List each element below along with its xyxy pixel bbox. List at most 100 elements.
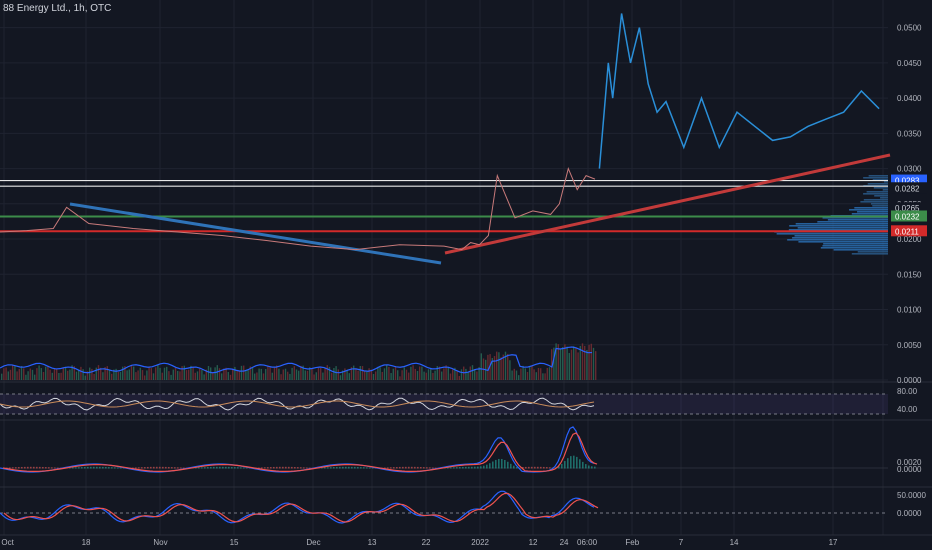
volume-bar [496,351,498,380]
macd-hist-bar [348,466,350,469]
volume-bar [577,352,579,380]
volume-bar [331,372,333,380]
volume-bar [196,371,199,380]
macd-hist-bar [234,467,236,469]
macd-hist-bar [591,466,593,469]
volume-bar [106,366,108,380]
macd-hist-bar [228,466,230,469]
macd-hist-bar [93,466,95,469]
macd-hist-bar [510,463,512,469]
macd-hist-bar [309,467,311,469]
x-tick-label: 22 [422,538,431,547]
volume-bar [161,372,163,380]
volume-bar [313,374,315,380]
profile-bar [884,181,888,183]
volume-bar [328,366,331,380]
macd-hist-bar [558,466,560,469]
volume-bar [557,344,559,380]
price-label-bg [891,174,927,186]
volume-bar [471,365,474,380]
volume-bar [51,372,53,380]
macd-hist-bar [267,467,269,469]
time-axis: Oct 18 Nov 15 Dec 13 22 2022 12 24 06:00 Feb 7 14 17 [1,538,838,547]
volume-bar [9,369,12,380]
macd-hist-bar [57,467,59,469]
pane-tick-label: 40.00 [897,405,918,414]
volume-bar [245,370,247,380]
macd-hist-bar [549,467,551,469]
volume-bar [366,371,368,380]
volume-bar [282,369,284,380]
volume-bar [214,367,216,380]
volume-bar [465,368,467,380]
macd-hist-bar [330,467,332,469]
volume-bar [315,372,317,380]
macd-hist-bar [33,466,35,469]
volume-bar [553,347,555,380]
volume-bar [139,367,141,380]
volume-bar [504,351,507,380]
volume-bar [27,371,29,380]
profile-bar [788,229,888,231]
price-label-bg [891,202,927,214]
volume-bar [256,372,258,380]
macd-hist-bar [177,467,179,469]
macd-hist-bar [501,458,503,469]
volume-bar [399,376,401,380]
macd-hist-bar [216,466,218,469]
macd-hist-bar [573,455,575,469]
osc2-signal [3,492,599,523]
macd-hist-bar [435,467,437,469]
volume-bar [379,367,381,380]
volume-bar [372,374,375,380]
macd-hist-bar [9,467,11,469]
volume-bar [333,368,335,380]
macd-hist-bar [564,461,566,469]
volume-bar [5,367,7,380]
volume-bar [159,367,161,380]
macd-hist-bar [21,466,23,469]
volume-bar [205,369,207,380]
volume-bar [511,370,513,380]
volume-bar [474,369,476,380]
volume-bar [69,369,71,380]
volume-bar [425,372,427,380]
macd-hist-bar [459,467,461,469]
volume-bar [566,346,568,380]
macd-hist-bar [132,467,134,469]
profile-bar [863,177,888,179]
volume-bar [100,367,102,380]
volume-bar [324,368,326,380]
macd-hist-bar [48,467,50,469]
macd-hist-bar [303,467,305,469]
macd-hist-bar [588,465,590,469]
volume-bar [7,371,9,380]
macd-hist-bar [594,466,596,469]
macd-hist-bar [294,466,296,469]
y-tick-label: 0.0450 [897,59,922,68]
grid-lines [0,0,932,536]
volume-bar [562,347,564,380]
y-tick-label: 0.0400 [897,94,922,103]
macd-hist-bar [513,465,515,469]
macd-hist-bar [168,466,170,469]
profile-bar [854,207,888,209]
volume-bar [29,368,31,380]
volume-bar [377,366,379,380]
profile-bar [823,243,888,245]
profile-bar [872,179,888,181]
profile-bar [795,223,888,225]
volume-bar [467,372,469,380]
price-line-pre [0,167,596,251]
macd-hist-bar [165,466,167,469]
macd-hist-bar [69,467,71,469]
macd-hist-bar [273,466,275,469]
macd-hist-bar [495,459,497,469]
volume-bar [234,366,236,380]
profile-bar [851,253,888,255]
volume-bar [45,366,47,380]
volume-bar [128,369,130,380]
y-tick-label: 0.0500 [897,24,922,33]
volume-bar [201,369,203,380]
